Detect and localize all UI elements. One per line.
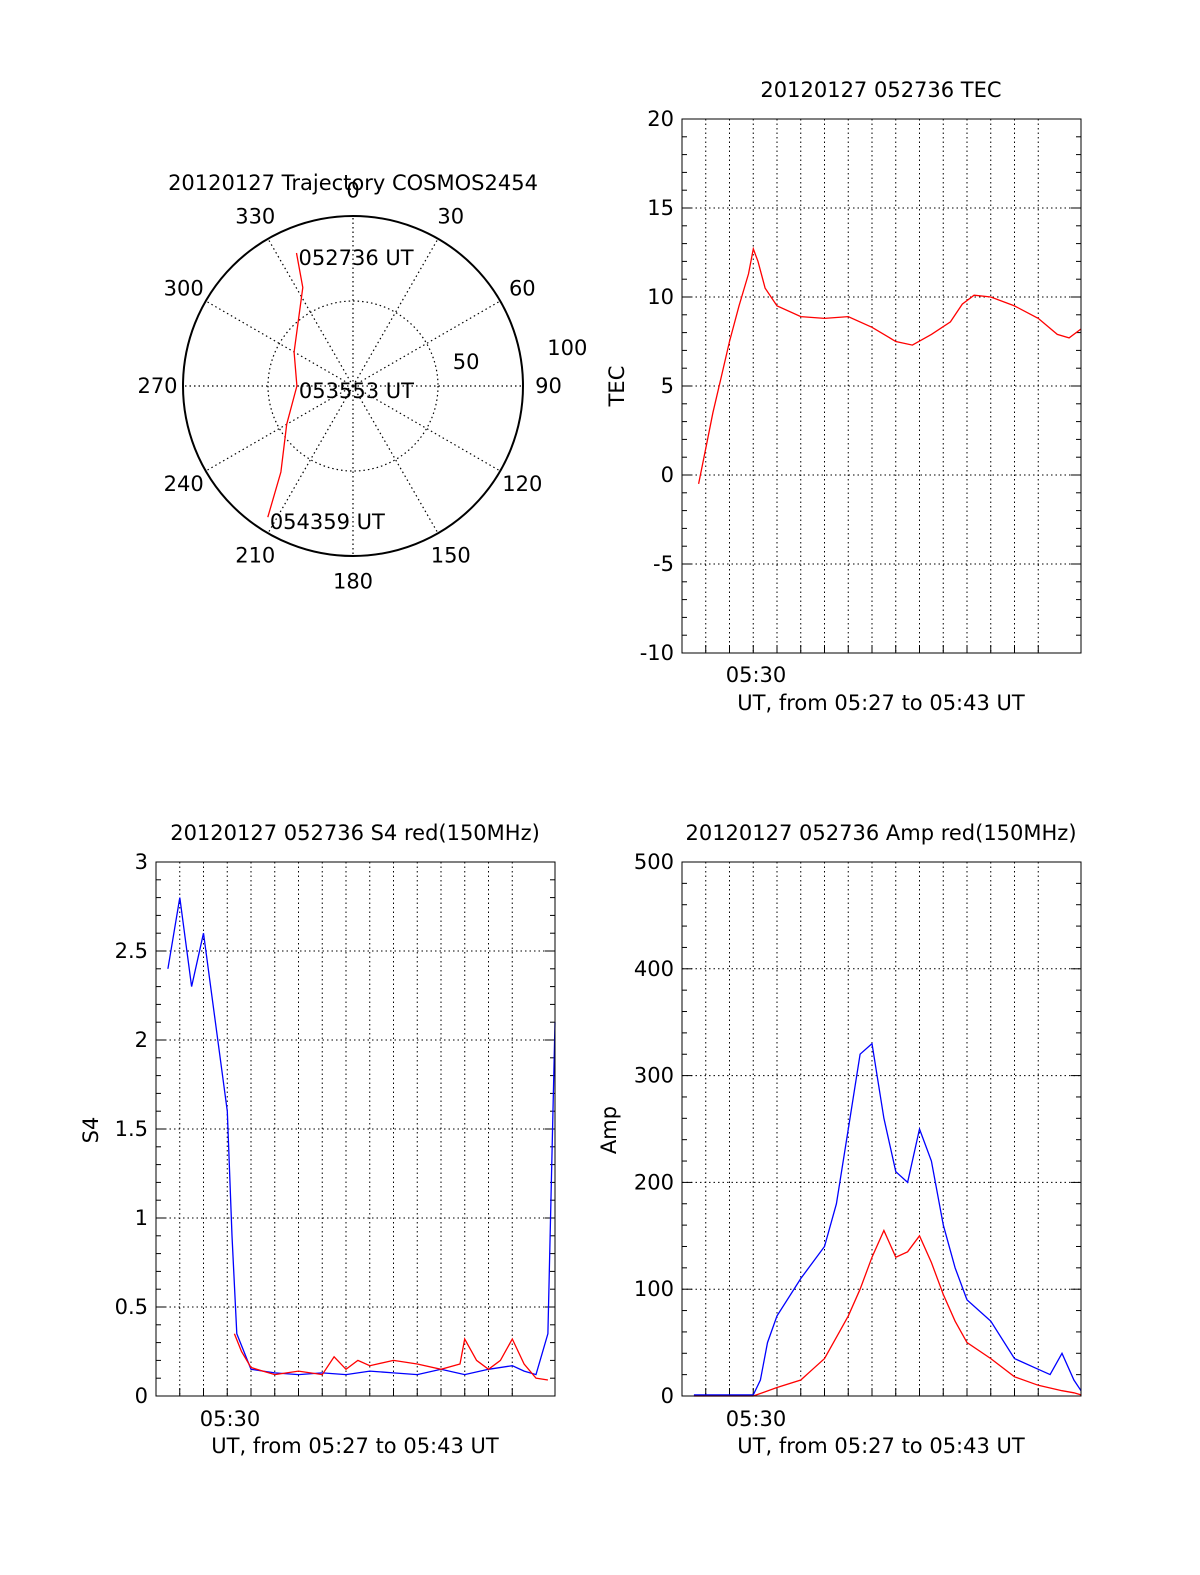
s4-series-blue-line [167, 897, 556, 1376]
s4-y-tick-label: 0.5 [115, 1295, 148, 1319]
polar-angle-label: 270 [137, 374, 177, 398]
s4-series [167, 897, 556, 1381]
polar-spoke [352, 300, 501, 387]
polar-spoke [267, 385, 354, 534]
s4-y-tick-label: 1 [135, 1206, 148, 1230]
amp-y-tick-label: 200 [634, 1170, 674, 1194]
polar-inner-ring [267, 300, 439, 472]
trajectory-series [267, 252, 304, 518]
s4-y-axis-label: S4 [79, 1117, 103, 1144]
tec-series [697, 246, 1082, 485]
polar-angle-labels: 0 30 60 90 120 150 180 210 240 270 300 330 50 100 [137, 179, 587, 594]
polar-angle-label: 300 [164, 276, 204, 300]
polar-angle-label: 210 [235, 543, 275, 567]
amp-panel: 20120127 052736 Amp red(150MHz) 0 100 200 3… [597, 821, 1082, 1458]
tec-y-tick-label: 0 [661, 463, 674, 487]
s4-y-tick-label: 0 [135, 1384, 148, 1408]
s4-x-tick-label: 05:30 [200, 1407, 261, 1431]
trajectory-annotations: 052736 UT 053553 UT 054359 UT [270, 246, 414, 534]
amp-y-tick-label: 300 [634, 1064, 674, 1088]
tec-y-tick-label: -5 [653, 552, 674, 576]
tec-grid [682, 118, 1081, 654]
amp-y-tick-label: 100 [634, 1277, 674, 1301]
s4-title: 20120127 052736 S4 red(150MHz) [170, 821, 540, 845]
amp-series-blue-line [693, 1042, 1082, 1396]
tec-y-tick-label: 10 [647, 285, 674, 309]
amp-x-axis-label: UT, from 05:27 to 05:43 UT [737, 1434, 1025, 1458]
amp-y-tick-label: 0 [661, 1384, 674, 1408]
s4-x-axis-label: UT, from 05:27 to 05:43 UT [211, 1434, 499, 1458]
trajectory-title: 20120127 Trajectory COSMOS2454 [168, 171, 538, 195]
polar-angle-label: 60 [509, 276, 536, 300]
amp-y-tick-label: 400 [634, 957, 674, 981]
s4-axes-frame [155, 861, 556, 1397]
tec-axes-frame [681, 118, 1082, 654]
polar-angle-label: 0 [346, 179, 359, 203]
s4-series-red-line [233, 1333, 548, 1381]
polar-angle-label: 330 [235, 205, 275, 229]
polar-outer-ring [182, 215, 524, 557]
polar-angle-label: 150 [431, 543, 471, 567]
trajectory-time-label: 052736 UT [299, 246, 414, 270]
polar-spoke [205, 300, 354, 387]
polar-angle-label: 90 [535, 374, 562, 398]
trajectory-line [267, 252, 304, 518]
trajectory-time-label: 053553 UT [299, 379, 414, 403]
polar-spoke [267, 238, 354, 387]
s4-y-tick-label: 2 [135, 1028, 148, 1052]
s4-grid [156, 861, 555, 1397]
tec-y-tick-label: -10 [640, 641, 674, 665]
polar-angle-label: 120 [502, 472, 542, 496]
amp-grid [682, 861, 1081, 1397]
s4-panel: 20120127 052736 S4 red(150MHz) 0 0.5 1 1.5 2… [79, 821, 556, 1458]
amp-y-axis-label: Amp [597, 1106, 621, 1154]
amp-y-ticks: 0 100 200 300 400 500 [634, 850, 674, 1408]
tec-y-tick-label: 15 [647, 196, 674, 220]
amp-x-tick-label: 05:30 [726, 1407, 787, 1431]
s4-y-tick-label: 1.5 [115, 1117, 148, 1141]
polar-radial-label: 100 [547, 336, 587, 360]
polar-grid [182, 215, 524, 557]
trajectory-time-label: 054359 UT [270, 510, 385, 534]
s4-y-ticks: 0 0.5 1 1.5 2 2.5 3 [115, 850, 148, 1408]
amp-y-tick-label: 500 [634, 850, 674, 874]
trajectory-panel: 20120127 Trajectory COSMOS2454 0 30 60 90 12… [137, 171, 587, 594]
amp-axes-frame [681, 861, 1082, 1397]
tec-x-axis-label: UT, from 05:27 to 05:43 UT [737, 691, 1025, 715]
tec-title: 20120127 052736 TEC [760, 78, 1001, 102]
amp-series-red-line [693, 1228, 1082, 1397]
tec-series-red-line [697, 246, 1082, 485]
tec-y-tick-label: 20 [647, 107, 674, 131]
polar-spoke [352, 385, 439, 534]
polar-spoke [205, 385, 354, 472]
polar-angle-label: 180 [333, 570, 373, 594]
polar-radial-label: 50 [453, 350, 480, 374]
tec-y-ticks: -10 -5 0 5 10 15 20 [640, 107, 674, 665]
polar-angle-label: 30 [437, 205, 464, 229]
polar-angle-label: 240 [164, 472, 204, 496]
polar-spoke [352, 385, 501, 472]
amp-title: 20120127 052736 Amp red(150MHz) [685, 821, 1076, 845]
s4-y-tick-label: 2.5 [115, 939, 148, 963]
s4-y-tick-label: 3 [135, 850, 148, 874]
tec-y-axis-label: TEC [605, 366, 629, 408]
amp-series [693, 1042, 1082, 1397]
polar-spoke [352, 238, 439, 387]
tec-y-tick-label: 5 [661, 374, 674, 398]
tec-x-tick-label: 05:30 [726, 663, 787, 687]
